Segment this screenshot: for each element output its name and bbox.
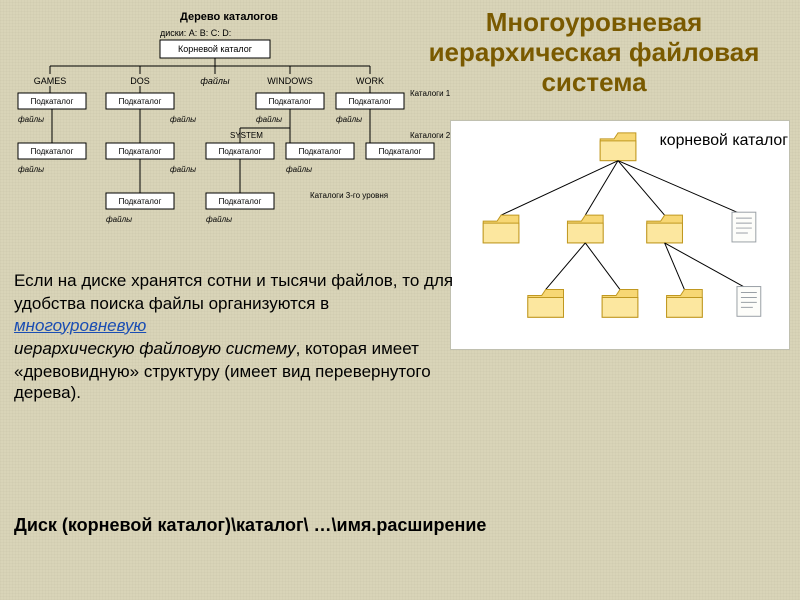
svg-text:файлы: файлы bbox=[106, 215, 132, 224]
page-title: Многоуровневая иерархическая файловая си… bbox=[404, 8, 784, 98]
svg-text:файлы: файлы bbox=[256, 115, 282, 124]
svg-text:WINDOWS: WINDOWS bbox=[267, 76, 313, 86]
svg-text:Подкаталог: Подкаталог bbox=[269, 97, 312, 106]
svg-text:файлы: файлы bbox=[206, 215, 232, 224]
root-catalog: Корневой каталог bbox=[178, 44, 253, 54]
svg-text:Подкаталог: Подкаталог bbox=[299, 147, 342, 156]
svg-text:Подкаталог: Подкаталог bbox=[119, 197, 162, 206]
path-example: Диск (корневой каталог)\каталог\ …\имя.р… bbox=[14, 515, 774, 536]
folder-icon bbox=[600, 133, 636, 161]
file-icon bbox=[732, 212, 756, 242]
catalog-tree-diagram: Дерево каталогов диски: A: B: C: D: Корн… bbox=[10, 8, 450, 258]
svg-text:Подкаталог: Подкаталог bbox=[219, 147, 262, 156]
svg-text:Каталоги 2-го уровня: Каталоги 2-го уровня bbox=[410, 131, 450, 140]
svg-text:файлы: файлы bbox=[336, 115, 362, 124]
svg-text:Каталоги 3-го уровня: Каталоги 3-го уровня bbox=[310, 191, 388, 200]
svg-text:файлы: файлы bbox=[18, 115, 44, 124]
svg-text:Подкаталог: Подкаталог bbox=[119, 97, 162, 106]
svg-text:Подкаталог: Подкаталог bbox=[349, 97, 392, 106]
body-text: Если на диске хранятся сотни и тысячи фа… bbox=[14, 270, 454, 406]
folder-icon bbox=[483, 215, 519, 243]
svg-text:файлы: файлы bbox=[200, 76, 230, 86]
svg-text:файлы: файлы bbox=[170, 165, 196, 174]
folder-icon bbox=[602, 290, 638, 318]
disks-label: диски: A: B: C: D: bbox=[160, 28, 231, 38]
svg-text:файлы: файлы bbox=[170, 115, 196, 124]
svg-text:файлы: файлы bbox=[286, 165, 312, 174]
para-3: «древовидную» структуру (имеет вид перев… bbox=[14, 361, 454, 404]
svg-text:WORK: WORK bbox=[356, 76, 384, 86]
catalog-tree-title: Дерево каталогов bbox=[180, 11, 278, 23]
para-2: иерархическую файловую систему, которая … bbox=[14, 338, 454, 359]
folder-icon bbox=[647, 215, 683, 243]
folder-tree-diagram: корневой каталог bbox=[450, 120, 790, 350]
svg-text:Каталоги 1-го уровня: Каталоги 1-го уровня bbox=[410, 89, 450, 98]
file-icon bbox=[737, 287, 761, 317]
para-1b: удобства поиска файлы организуются в мно… bbox=[14, 293, 454, 336]
svg-text:Подкаталог: Подкаталог bbox=[219, 197, 262, 206]
svg-text:файлы: файлы bbox=[18, 165, 44, 174]
root-folder-label: корневой каталог bbox=[660, 132, 789, 149]
term-multilevel: многоуровневую bbox=[14, 316, 146, 335]
folder-icon bbox=[528, 290, 564, 318]
para-1a: Если на диске хранятся сотни и тысячи фа… bbox=[14, 270, 454, 291]
svg-text:SYSTEM: SYSTEM bbox=[230, 131, 263, 140]
svg-text:Подкаталог: Подкаталог bbox=[31, 147, 74, 156]
folder-icon bbox=[667, 290, 703, 318]
svg-text:DOS: DOS bbox=[130, 76, 150, 86]
svg-text:Подкаталог: Подкаталог bbox=[379, 147, 422, 156]
svg-text:Подкаталог: Подкаталог bbox=[31, 97, 74, 106]
svg-text:GAMES: GAMES bbox=[34, 76, 67, 86]
folder-icon bbox=[567, 215, 603, 243]
svg-text:Подкаталог: Подкаталог bbox=[119, 147, 162, 156]
